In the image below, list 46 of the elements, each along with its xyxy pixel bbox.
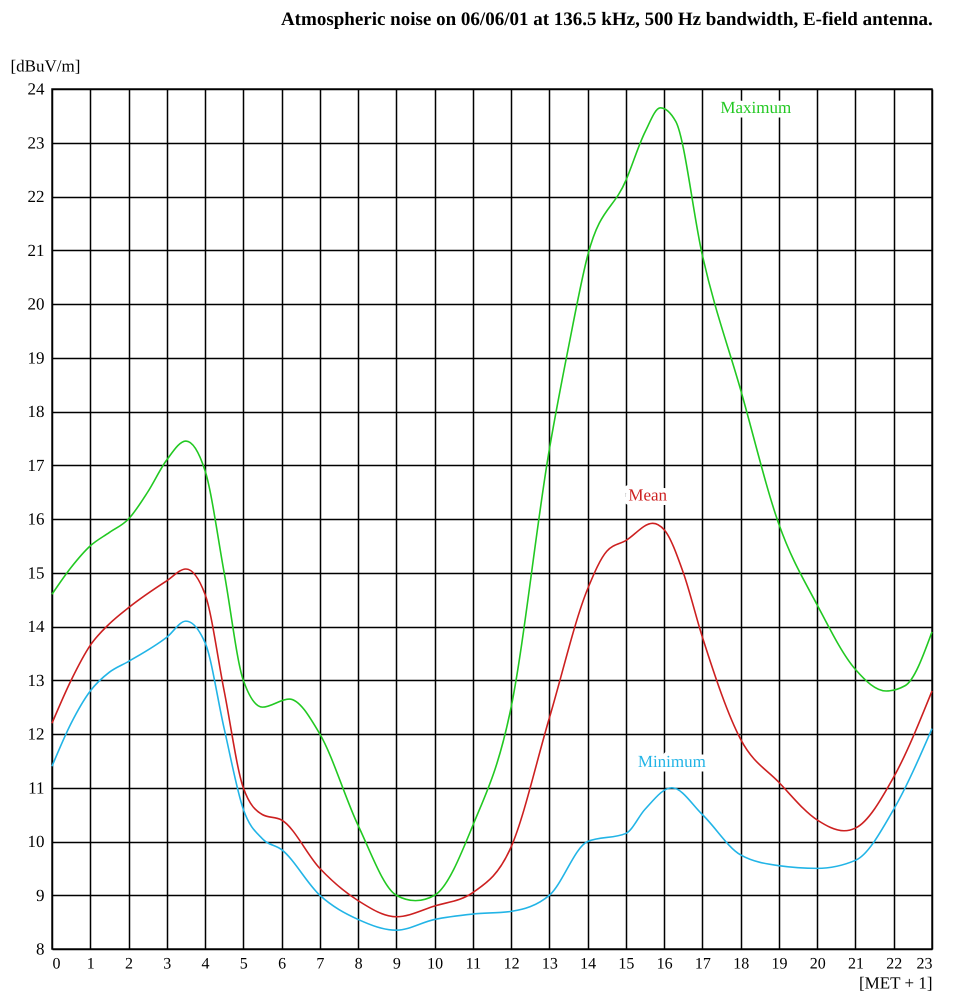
x-tick-label: 21 [848, 956, 864, 972]
y-tick-label: 10 [28, 832, 44, 851]
x-tick-label: 22 [886, 956, 902, 972]
x-tick-label: 12 [504, 956, 520, 972]
x-tick-label: 23 [916, 956, 932, 972]
y-tick-label: 13 [28, 670, 44, 690]
x-tick-label: 3 [163, 956, 172, 972]
x-tick-label: 17 [694, 956, 711, 972]
y-tick-label: 14 [28, 617, 45, 636]
y-tick-label: 9 [36, 886, 44, 905]
y-tick-label: 24 [28, 80, 45, 98]
x-tick-label: 7 [316, 956, 324, 972]
y-tick-label: 21 [28, 240, 44, 260]
y-tick-label: 19 [28, 348, 44, 368]
x-tick-label: 8 [354, 956, 363, 972]
x-tick-label: 16 [656, 956, 673, 972]
x-tick-label: 2 [125, 956, 134, 972]
line-series [51, 522, 933, 918]
x-tick-label: 14 [580, 956, 596, 972]
y-tick-label: 20 [28, 294, 44, 314]
x-tick-label: 13 [542, 956, 558, 972]
x-axis-title: [MET + 1] [859, 974, 932, 992]
y-tick-label: 16 [28, 510, 44, 528]
y-tick-label: 11 [28, 778, 44, 798]
x-tick-label: 15 [618, 956, 634, 972]
y-tick-label: 15 [28, 563, 44, 582]
x-tick-label: 6 [278, 956, 286, 972]
y-tick-label: 17 [28, 456, 45, 475]
x-tick-label: 10 [427, 956, 444, 972]
y-tick-label: 22 [28, 187, 44, 206]
line-series [51, 620, 933, 931]
y-tick-label: 23 [28, 133, 44, 152]
chart-title: Atmospheric noise on 06/06/01 at 136.5 kHz, 500 Hz bandwidth, E-field antenna. [280, 9, 933, 30]
x-tick-label: 19 [771, 956, 788, 972]
y-tick-label: 8 [36, 940, 44, 958]
y-axis-title: [dBuV/m] [10, 56, 80, 76]
x-tick-label: 0 [52, 956, 60, 972]
y-tick-label: 18 [28, 402, 44, 421]
x-tick-label: 5 [240, 956, 248, 972]
x-tick-label: 1 [86, 956, 95, 972]
x-tick-label: 18 [733, 956, 750, 972]
x-tick-label: 20 [810, 956, 826, 972]
x-tick-label: 9 [392, 956, 401, 972]
y-tick-label: 12 [28, 724, 44, 744]
x-tick-label: 4 [202, 956, 210, 972]
x-tick-label: 11 [466, 956, 482, 972]
